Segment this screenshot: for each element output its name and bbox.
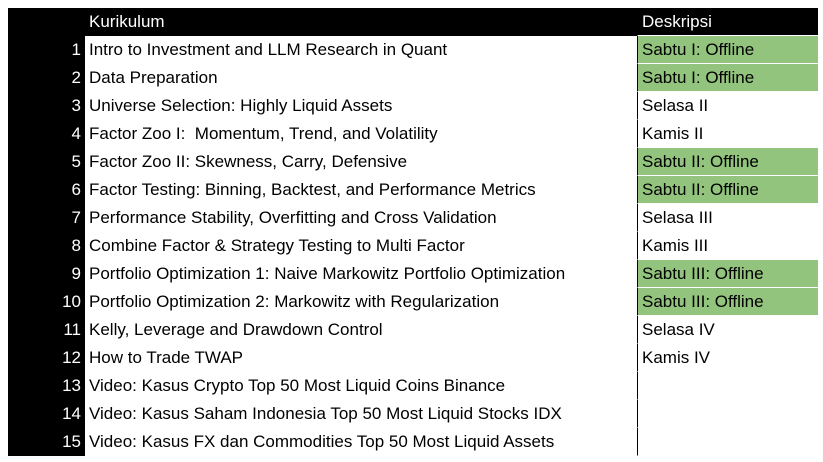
description-cell: Kamis IV: [637, 344, 818, 372]
header-cell: Kurikulum: [85, 8, 637, 36]
table-row: 6 Factor Testing: Binning, Backtest, and …: [8, 176, 818, 204]
description-cell: Sabtu III: Offline: [637, 288, 818, 316]
row-number: 8: [8, 232, 85, 260]
curriculum-cell: Performance Stability, Overfitting and C…: [89, 208, 497, 227]
row-number: 11: [8, 316, 85, 344]
description-cell: Sabtu III: Offline: [637, 260, 818, 288]
row-number: 7: [8, 204, 85, 232]
row-number: 12: [8, 344, 85, 372]
description-cell: Selasa II: [637, 92, 818, 120]
description-cell: Sabtu I: Offline: [637, 64, 818, 92]
curriculum-cell: Video: Kasus Saham Indonesia Top 50 Most…: [89, 404, 562, 423]
curriculum-cell: Portfolio Optimization 2: Markowitz with…: [89, 292, 500, 311]
table-row: 14 Video: Kasus Saham Indonesia Top 50 Mo…: [8, 400, 818, 428]
table-row: 12 How to Trade TWAP Kamis IV: [8, 344, 818, 372]
row-number: 4: [8, 120, 85, 148]
table-row: 8 Combine Factor & Strategy Testing to Mu…: [8, 232, 818, 260]
row-number: 6: [8, 176, 85, 204]
row-number: 9: [8, 260, 85, 288]
description-cell: [637, 428, 818, 456]
row-number: 15: [8, 428, 85, 456]
row-number: 10: [8, 288, 85, 316]
corner-cell: [8, 8, 85, 36]
table-row: 1 Intro to Investment and LLM Research in…: [8, 36, 818, 64]
curriculum-cell: Factor Testing: Binning, Backtest, and P…: [89, 180, 536, 199]
row-number: 14: [8, 400, 85, 428]
description-cell: Sabtu II: Offline: [637, 148, 818, 176]
description-cell: [637, 400, 818, 428]
curriculum-cell: Universe Selection: Highly Liquid Assets: [89, 96, 393, 115]
curriculum-cell: Video: Kasus Crypto Top 50 Most Liquid C…: [89, 376, 506, 395]
curriculum-cell: Combine Factor & Strategy Testing to Mul…: [89, 236, 465, 255]
curriculum-cell: Data Preparation: [89, 68, 218, 87]
curriculum-cell: Factor Zoo II: Skewness, Carry, Defensiv…: [89, 152, 408, 171]
table-row: 13 Video: Kasus Crypto Top 50 Most Liquid…: [8, 372, 818, 400]
curriculum-cell: Video: Kasus FX dan Commodities Top 50 M…: [89, 432, 555, 451]
description-cell: Sabtu II: Offline: [637, 176, 818, 204]
header-row: Kurikulum Deskripsi: [8, 8, 818, 36]
row-number: 1: [8, 36, 85, 64]
curriculum-cell: How to Trade TWAP: [89, 348, 243, 367]
row-number: 2: [8, 64, 85, 92]
table-row: 7 Performance Stability, Overfitting and …: [8, 204, 818, 232]
table-row: 9 Portfolio Optimization 1: Naive Markowi…: [8, 260, 818, 288]
table-row: 4 Factor Zoo I: Momentum, Trend, and Vola…: [8, 120, 818, 148]
curriculum-cell: Portfolio Optimization 1: Naive Markowit…: [89, 264, 566, 283]
row-number: 5: [8, 148, 85, 176]
description-cell: Selasa IV: [637, 316, 818, 344]
table-row: 10 Portfolio Optimization 2: Markowitz wi…: [8, 288, 818, 316]
curriculum-cell: Factor Zoo I: Momentum, Trend, and Volat…: [89, 124, 438, 143]
description-cell: Sabtu I: Offline: [637, 36, 818, 64]
table-row: 11 Kelly, Leverage and Drawdown Control Se…: [8, 316, 818, 344]
spreadsheet: Kurikulum Deskripsi 1 Intro to Investment…: [8, 8, 818, 456]
description-cell: Kamis III: [637, 232, 818, 260]
description-cell: [637, 372, 818, 400]
description-cell: Selasa III: [637, 204, 818, 232]
table-row: 15 Video: Kasus FX dan Commodities Top 50…: [8, 428, 818, 456]
table-row: 3 Universe Selection: Highly Liquid Asset…: [8, 92, 818, 120]
curriculum-cell: Intro to Investment and LLM Research in …: [89, 40, 448, 59]
row-number: 3: [8, 92, 85, 120]
table-row: 5 Factor Zoo II: Skewness, Carry, Defensi…: [8, 148, 818, 176]
header-cell: Deskripsi: [637, 8, 818, 36]
table-row: 2 Data Preparation Sabtu I: Offline: [8, 64, 818, 92]
description-cell: Kamis II: [637, 120, 818, 148]
curriculum-cell: Kelly, Leverage and Drawdown Control: [89, 320, 383, 339]
row-number: 13: [8, 372, 85, 400]
